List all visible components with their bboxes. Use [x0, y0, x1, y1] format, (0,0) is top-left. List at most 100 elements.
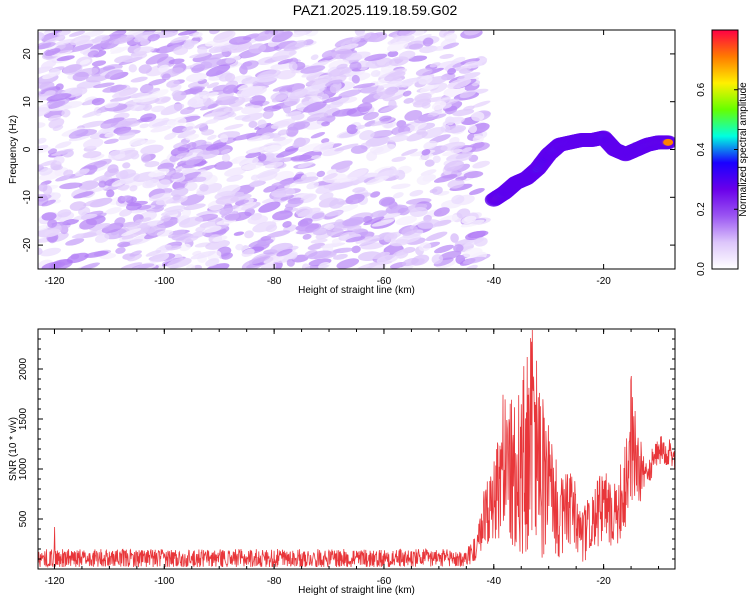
line-ytick-label: 2000 — [18, 357, 29, 380]
heatmap-blob — [148, 168, 170, 178]
heatmap-blob — [318, 262, 331, 269]
heatmap-blob — [132, 94, 158, 103]
heatmap-blob — [213, 110, 235, 121]
heatmap-blob — [460, 219, 485, 228]
heatmap-blob — [185, 73, 208, 82]
heatmap-blob — [336, 63, 348, 70]
heatmap-blob — [81, 120, 106, 128]
heatmap-blob — [205, 258, 220, 267]
heatmap-blob — [115, 169, 137, 180]
heatmap-blob — [62, 149, 74, 158]
heatmap-blob — [55, 83, 64, 91]
heatmap-blob — [201, 129, 215, 136]
heatmap-blob — [117, 184, 130, 191]
heatmap-blob — [336, 258, 360, 269]
heatmap-blob — [192, 176, 207, 183]
heatmap-blob — [319, 142, 334, 153]
heatmap-blob — [39, 160, 58, 167]
heatmap-blob — [79, 59, 91, 65]
heatmap-blob — [365, 175, 390, 185]
heatmap-blob — [331, 48, 353, 60]
heatmap-blob — [385, 204, 409, 215]
heatmap-blob — [89, 197, 113, 208]
heatmap-blob — [185, 133, 200, 141]
heatmap-blob — [221, 153, 231, 163]
heatmap-blob — [220, 148, 231, 154]
heatmap-blob — [363, 32, 378, 43]
heatmap-blob — [290, 154, 313, 161]
heatmap-blob — [295, 206, 313, 217]
heatmap-blob — [177, 30, 197, 36]
heatmap-blob — [72, 71, 89, 82]
heatmap-blob — [463, 105, 475, 111]
heatmap-blob — [392, 247, 415, 257]
heatmap-blob — [38, 144, 49, 151]
heatmap-blob — [145, 249, 162, 257]
heatmap-blob — [389, 56, 409, 67]
heatmap-blob — [124, 30, 146, 37]
heatmap-blob — [113, 117, 138, 128]
heatmap-blob — [100, 118, 119, 129]
heatmap-blob — [364, 53, 388, 62]
heatmap-blob — [156, 230, 174, 237]
heatmap-blob — [127, 253, 143, 262]
heatmap-blob — [185, 156, 204, 166]
heatmap-blob — [183, 203, 206, 211]
heatmap-blob — [343, 68, 352, 74]
heatmap-blob — [332, 247, 354, 254]
heatmap-blob — [322, 173, 348, 183]
heatmap-blob — [383, 232, 398, 243]
heatmap-blob — [131, 263, 155, 269]
heatmap-blob — [68, 129, 89, 139]
heatmap-blob — [257, 119, 267, 129]
heatmap-blob — [452, 108, 475, 117]
heatmap-blob — [271, 94, 288, 103]
heatmap-blob — [44, 90, 56, 96]
heatmap-blob — [44, 48, 61, 56]
heatmap-blob — [429, 134, 451, 144]
heatmap-blob — [276, 248, 293, 257]
heatmap-blob — [457, 72, 481, 81]
heatmap-blob — [82, 110, 102, 118]
heatmap-blob — [342, 216, 366, 227]
heatmap-blob — [91, 66, 116, 77]
heatmap-blob — [415, 68, 433, 77]
heatmap-blob — [409, 189, 424, 197]
heatmap-blob — [263, 144, 283, 152]
heatmap-blob — [168, 229, 186, 239]
heatmap-blob — [200, 57, 222, 69]
heatmap-blob — [399, 36, 413, 43]
heatmap-blob — [68, 134, 91, 142]
heatmap-blob — [306, 112, 329, 122]
heatmap-blob — [242, 61, 253, 67]
heatmap-blob — [334, 219, 345, 229]
heatmap-field — [38, 30, 675, 269]
heatmap-blob — [79, 218, 97, 230]
heatmap-blob — [346, 124, 358, 135]
heatmap-blob — [241, 112, 264, 122]
heatmap-blob — [91, 97, 105, 106]
heatmap-blob — [311, 212, 325, 220]
heatmap-blob — [202, 225, 222, 233]
heatmap-blob — [183, 39, 195, 50]
heatmap-blob — [207, 134, 217, 141]
heatmap-blob — [145, 180, 154, 187]
heatmap-blob — [39, 167, 53, 176]
heatmap-blob — [289, 88, 308, 100]
heatmap-blob — [373, 90, 396, 100]
heatmap-blob — [78, 180, 99, 191]
heatmap-blob — [166, 257, 192, 269]
heatmap-blob — [196, 148, 220, 160]
heatmap-blob — [455, 151, 473, 160]
heatmap-blob — [399, 30, 416, 36]
heatmap-blob — [364, 120, 377, 127]
heatmap-blob — [434, 244, 454, 254]
heatmap-blob — [175, 152, 193, 159]
heatmap-blob — [205, 64, 231, 77]
heatmap-blob — [168, 58, 185, 65]
heatmap-blob — [303, 101, 327, 113]
heatmap-blob — [195, 226, 206, 233]
heatmap-blob — [316, 170, 326, 178]
heatmap-blob — [102, 84, 127, 93]
heatmap-blob — [91, 60, 107, 67]
